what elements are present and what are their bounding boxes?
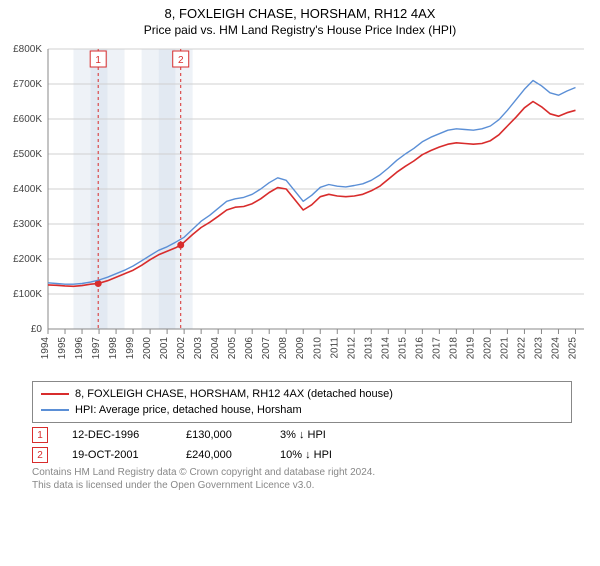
svg-text:1997: 1997 <box>91 337 102 360</box>
svg-text:2018: 2018 <box>448 337 459 360</box>
svg-text:2000: 2000 <box>142 337 153 360</box>
svg-text:£200K: £200K <box>13 254 42 265</box>
svg-text:2001: 2001 <box>159 337 170 360</box>
svg-text:2020: 2020 <box>482 337 493 360</box>
svg-text:2016: 2016 <box>414 337 425 360</box>
copyright-line: This data is licensed under the Open Gov… <box>32 480 572 493</box>
svg-text:2009: 2009 <box>295 337 306 360</box>
svg-text:£400K: £400K <box>13 184 42 195</box>
svg-text:£600K: £600K <box>13 114 42 125</box>
svg-text:2014: 2014 <box>380 337 391 360</box>
svg-text:2012: 2012 <box>346 337 357 360</box>
svg-text:£700K: £700K <box>13 79 42 90</box>
legend-label: HPI: Average price, detached house, Hors… <box>75 404 302 416</box>
svg-text:2013: 2013 <box>363 337 374 360</box>
svg-text:2015: 2015 <box>397 337 408 360</box>
svg-text:1995: 1995 <box>57 337 68 360</box>
price-chart: £0 £100K £200K £300K £400K £500K £600K £700K £80… <box>0 37 600 377</box>
legend: 8, FOXLEIGH CHASE, HORSHAM, RH12 4AX (de… <box>32 381 572 423</box>
legend-item: HPI: Average price, detached house, Hors… <box>41 402 563 418</box>
svg-text:2021: 2021 <box>499 337 510 360</box>
page-title: 8, FOXLEIGH CHASE, HORSHAM, RH12 4AX <box>0 6 600 21</box>
svg-text:2022: 2022 <box>516 337 527 360</box>
sale-marker-icon: 2 <box>32 447 48 463</box>
svg-text:2011: 2011 <box>329 337 340 359</box>
sale-price: £240,000 <box>186 449 256 461</box>
sales-row: 2 19-OCT-2001 £240,000 10% ↓ HPI <box>32 445 572 465</box>
sales-table: 1 12-DEC-1996 £130,000 3% ↓ HPI 2 19-OCT-2001… <box>32 425 572 465</box>
svg-text:2004: 2004 <box>210 337 221 360</box>
legend-item: 8, FOXLEIGH CHASE, HORSHAM, RH12 4AX (de… <box>41 386 563 402</box>
sale-price: £130,000 <box>186 429 256 441</box>
sale-date: 19-OCT-2001 <box>72 449 162 461</box>
sale-delta: 10% ↓ HPI <box>280 449 370 461</box>
svg-text:2003: 2003 <box>193 337 204 360</box>
svg-text:£100K: £100K <box>13 289 42 300</box>
legend-label: 8, FOXLEIGH CHASE, HORSHAM, RH12 4AX (de… <box>75 388 393 400</box>
svg-text:2023: 2023 <box>533 337 544 360</box>
svg-text:£500K: £500K <box>13 149 42 160</box>
svg-text:2005: 2005 <box>227 337 238 360</box>
sale-date: 12-DEC-1996 <box>72 429 162 441</box>
svg-text:£300K: £300K <box>13 219 42 230</box>
svg-text:1994: 1994 <box>40 337 51 360</box>
legend-swatch <box>41 393 69 395</box>
sales-row: 1 12-DEC-1996 £130,000 3% ↓ HPI <box>32 425 572 445</box>
svg-text:2: 2 <box>178 55 184 66</box>
svg-text:1996: 1996 <box>74 337 85 360</box>
svg-text:2007: 2007 <box>261 337 272 360</box>
svg-text:2006: 2006 <box>244 337 255 360</box>
svg-text:1: 1 <box>95 55 101 66</box>
svg-text:1999: 1999 <box>125 337 136 360</box>
svg-text:1998: 1998 <box>108 337 119 360</box>
svg-text:2010: 2010 <box>312 337 323 360</box>
svg-text:2002: 2002 <box>176 337 187 360</box>
svg-text:2025: 2025 <box>567 337 578 360</box>
svg-text:2019: 2019 <box>465 337 476 360</box>
svg-text:2017: 2017 <box>431 337 442 360</box>
svg-text:£800K: £800K <box>13 44 42 55</box>
copyright: Contains HM Land Registry data © Crown c… <box>32 467 572 492</box>
svg-text:£0: £0 <box>31 324 43 335</box>
legend-swatch <box>41 409 69 411</box>
page-subtitle: Price paid vs. HM Land Registry's House … <box>0 23 600 37</box>
sale-delta: 3% ↓ HPI <box>280 429 370 441</box>
svg-text:2024: 2024 <box>550 337 561 360</box>
sale-marker-icon: 1 <box>32 427 48 443</box>
copyright-line: Contains HM Land Registry data © Crown c… <box>32 467 572 480</box>
svg-text:2008: 2008 <box>278 337 289 360</box>
